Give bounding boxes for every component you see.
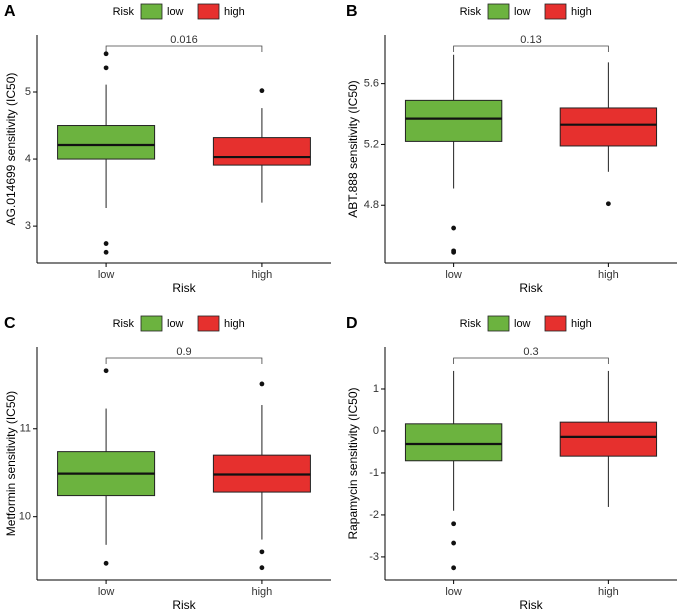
legend-swatch <box>140 3 163 20</box>
y-axis-title: Metformin sensitivity (IC50) <box>4 391 18 536</box>
panel-letter: C <box>4 315 16 332</box>
legend-swatch <box>487 3 510 20</box>
comparison-bracket <box>453 45 609 52</box>
y-tick-label: -1 <box>369 467 379 479</box>
p-value: 0.3 <box>523 346 538 358</box>
y-tick-label: -2 <box>369 509 379 521</box>
legend-title: Risk <box>113 318 135 330</box>
box <box>559 421 658 457</box>
legend-title: Risk <box>113 6 135 18</box>
y-tick-label: 5.2 <box>364 138 379 150</box>
y-tick-label: 11 <box>20 423 31 435</box>
legend-swatch <box>140 315 163 332</box>
x-tick-label: high <box>252 586 273 598</box>
legend-label: high <box>571 6 592 18</box>
outlier <box>103 65 109 71</box>
x-tick-label: high <box>598 269 619 281</box>
y-tick-label: 0 <box>373 425 379 437</box>
legend-swatch <box>487 315 510 332</box>
box <box>404 423 503 462</box>
legend-label: high <box>571 318 592 330</box>
outlier <box>451 565 457 571</box>
outlier <box>103 368 109 374</box>
outlier <box>605 201 611 207</box>
outlier <box>451 225 457 231</box>
y-axis-title: AG.014699 sensitivity (IC50) <box>4 73 18 226</box>
legend-label: low <box>514 318 531 330</box>
x-axis-title: Risk <box>172 598 196 610</box>
y-axis-title: ABT.888 sensitivity (IC50) <box>346 80 360 217</box>
p-value: 0.13 <box>520 34 541 46</box>
comparison-bracket <box>105 357 263 364</box>
outlier <box>451 521 457 527</box>
x-tick-label: low <box>445 586 462 598</box>
box <box>57 125 156 160</box>
x-tick-label: high <box>252 269 273 281</box>
legend-title: Risk <box>460 318 482 330</box>
x-tick-label: low <box>98 269 115 281</box>
y-tick-label: 3 <box>25 220 31 232</box>
comparison-bracket <box>105 45 263 52</box>
panel-letter: A <box>4 3 16 20</box>
y-tick-label: 5.6 <box>364 78 379 90</box>
outlier <box>259 88 265 94</box>
legend-swatch <box>544 3 567 20</box>
y-tick-label: 5 <box>25 86 31 98</box>
panel-letter: B <box>346 3 358 20</box>
comparison-bracket <box>453 357 609 364</box>
box <box>212 137 311 166</box>
panel-letter: D <box>346 315 358 332</box>
p-value: 0.016 <box>170 34 198 46</box>
box <box>404 99 503 142</box>
y-tick-label: 10 <box>19 511 31 523</box>
legend-title: Risk <box>460 6 482 18</box>
x-axis-title: Risk <box>519 598 543 610</box>
outlier <box>259 381 265 387</box>
y-tick-label: -3 <box>369 551 379 563</box>
legend-swatch <box>197 3 220 20</box>
outlier <box>451 540 457 546</box>
p-value: 0.9 <box>176 346 191 358</box>
outlier <box>103 51 109 57</box>
x-tick-label: low <box>445 269 462 281</box>
y-tick-label: 4.8 <box>364 199 379 211</box>
outlier <box>259 565 265 571</box>
legend-label: high <box>224 6 245 18</box>
outlier <box>103 249 109 255</box>
box <box>559 107 658 147</box>
legend-label: low <box>167 318 184 330</box>
x-tick-label: high <box>598 586 619 598</box>
y-tick-label: 4 <box>25 153 31 165</box>
outlier <box>103 560 109 566</box>
outlier <box>259 549 265 555</box>
y-tick-label: 1 <box>373 383 379 395</box>
outlier <box>451 249 457 255</box>
legend-swatch <box>544 315 567 332</box>
x-axis-title: Risk <box>519 281 543 295</box>
y-axis-title: Rapamycin sensitivity (IC50) <box>346 387 360 539</box>
legend-label: low <box>167 6 184 18</box>
x-axis-title: Risk <box>172 281 196 295</box>
outlier <box>103 241 109 246</box>
legend-label: low <box>514 6 531 18</box>
legend-swatch <box>197 315 220 332</box>
legend-label: high <box>224 318 245 330</box>
x-tick-label: low <box>98 586 115 598</box>
